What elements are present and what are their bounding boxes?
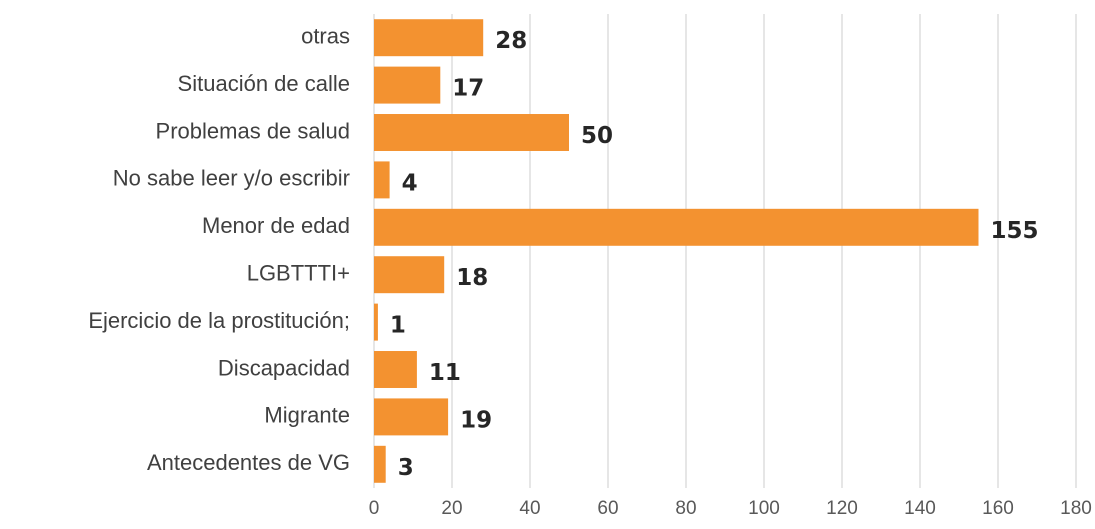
x-tick-label: 120	[826, 498, 858, 519]
bar	[374, 66, 441, 104]
x-tick-label: 40	[519, 498, 540, 519]
y-tick-label: otras	[301, 24, 350, 49]
y-tick-label: Discapacidad	[218, 355, 350, 380]
bar	[374, 208, 979, 246]
y-tick-label: Situación de calle	[178, 71, 350, 96]
data-label: 4	[402, 170, 418, 196]
data-label: 28	[495, 28, 527, 54]
x-tick-label: 60	[597, 498, 618, 519]
bar	[374, 256, 445, 294]
bar	[374, 351, 417, 388]
data-label: 3	[398, 455, 414, 481]
x-tick-label: 180	[1060, 498, 1092, 519]
data-label: 19	[460, 407, 492, 433]
x-tick-label: 100	[748, 498, 780, 519]
y-tick-label: LGBTTTI+	[247, 261, 350, 286]
data-label: 17	[452, 76, 484, 102]
y-tick-label: Problemas de salud	[156, 118, 350, 143]
data-label: 50	[581, 123, 613, 149]
bar	[374, 303, 378, 341]
data-label: 1	[390, 313, 406, 339]
x-tick-label: 20	[441, 498, 462, 519]
bar	[374, 114, 569, 151]
y-tick-label: No sabe leer y/o escribir	[113, 166, 350, 191]
y-tick-label: Migrante	[264, 403, 350, 428]
x-tick-label: 160	[982, 498, 1014, 519]
bar	[374, 445, 386, 483]
y-tick-label: Menor de edad	[202, 213, 350, 238]
x-tick-label: 140	[904, 498, 936, 519]
data-label: 18	[456, 265, 488, 291]
bar	[374, 398, 449, 436]
data-label: 155	[991, 218, 1039, 244]
y-tick-label: Ejercicio de la prostitución;	[88, 308, 350, 333]
data-label: 11	[429, 360, 461, 386]
bar	[374, 19, 484, 57]
x-tick-label: 80	[675, 498, 696, 519]
x-tick-label: 0	[369, 498, 380, 519]
y-tick-label: Antecedentes de VG	[147, 450, 350, 475]
bar	[374, 161, 390, 199]
